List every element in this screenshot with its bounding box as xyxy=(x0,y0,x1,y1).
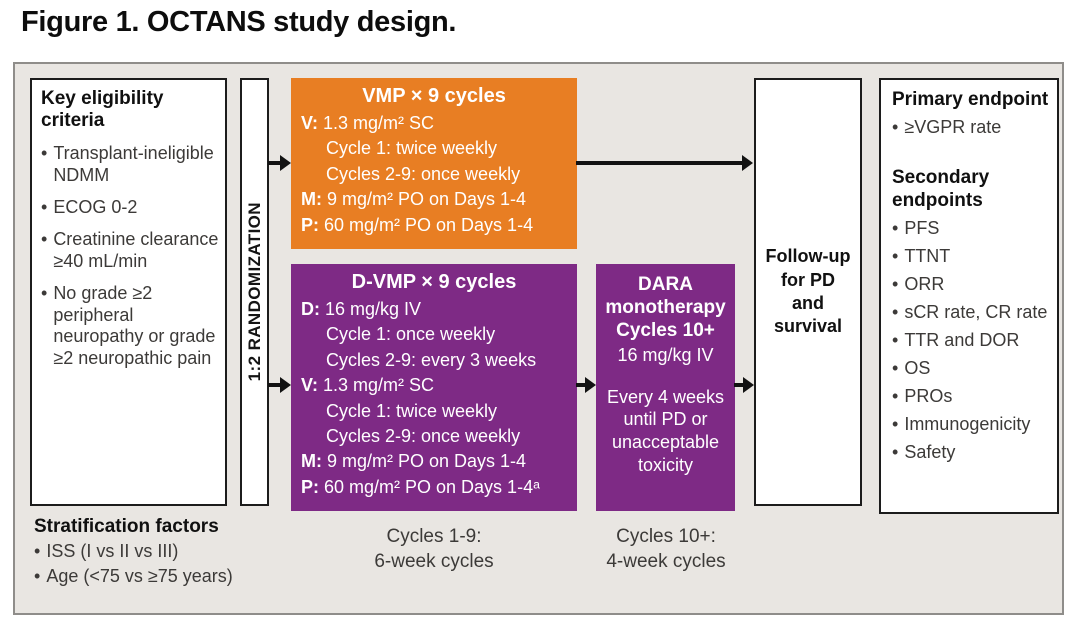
dose-text: 60 mg/m² PO on Days 1-4 xyxy=(324,214,534,235)
dose-line: D: 16 mg/kg IV xyxy=(301,297,567,322)
dose-line: Cycles 2-9: once weekly xyxy=(301,162,567,187)
drug-letter: M: xyxy=(301,451,322,472)
dose-text: Cycles 2-9: once weekly xyxy=(326,425,521,446)
dose-text: 16 mg/kg IV xyxy=(325,299,422,319)
dose-text: Cycle 1: once weekly xyxy=(326,324,496,345)
cycles-10-line2: 4-week cycles xyxy=(606,551,726,573)
drug-letter: P: xyxy=(301,476,319,497)
dose-text: 1.3 mg/m² SC xyxy=(323,113,435,133)
bullet-text: OS xyxy=(904,357,931,378)
endpoint-bullet: Immunogenicity xyxy=(892,414,1053,436)
endpoint-bullet: ≥VGPR rate xyxy=(892,117,1053,139)
cycles-1-9-line1: Cycles 1-9: xyxy=(386,526,482,547)
diagram-frame: Key eligibility criteria Transplant-inel… xyxy=(13,62,1064,615)
cycles-10-line1: Cycles 10+: xyxy=(616,526,716,547)
dose-line: Cycle 1: twice weekly xyxy=(301,399,567,424)
dara-schedule: Every 4 weeks until PD or unacceptable t… xyxy=(606,386,725,475)
dose-text: 9 mg/m² PO on Days 1-4 xyxy=(327,189,527,210)
secondary-endpoints-heading: Secondary endpoints xyxy=(892,167,990,211)
eligibility-bullet: Transplant-ineligible NDMM xyxy=(41,143,221,187)
dose-line: Cycles 2-9: once weekly xyxy=(301,424,567,449)
endpoint-bullet: OS xyxy=(892,358,1053,380)
dvmp-arm-title: D-VMP × 9 cycles xyxy=(351,271,517,293)
endpoint-bullet: sCR rate, CR rate xyxy=(892,302,1053,324)
endpoint-bullet: PROs xyxy=(892,386,1053,408)
stratification-factors: Stratification factors ISS (I vs II vs I… xyxy=(34,516,290,588)
dose-line: Cycles 2-9: every 3 weeks xyxy=(301,348,567,373)
stratification-bullet: ISS (I vs II vs III) xyxy=(34,541,290,563)
dvmp-arm-box: D-VMP × 9 cycles D: 16 mg/kg IV Cycle 1: … xyxy=(291,264,577,511)
dara-monotherapy-box: DARA monotherapy Cycles 10+ 16 mg/kg IV … xyxy=(596,264,735,511)
followup-label: Follow-up for PD and survival xyxy=(765,246,851,337)
eligibility-bullet: No grade ≥2 peripheral neuropathy or gra… xyxy=(41,283,221,371)
arrow-randomization-to-vmp xyxy=(268,155,291,171)
randomization-label: 1:2 RANDOMIZATION xyxy=(244,202,264,382)
bullet-text: PFS xyxy=(904,218,940,239)
dara-dose: 16 mg/kg IV xyxy=(617,344,714,365)
bullet-text: No grade ≥2 peripheral neuropathy or gra… xyxy=(53,282,216,369)
dose-line: M: 9 mg/m² PO on Days 1-4 xyxy=(301,187,567,212)
dara-title: DARA monotherapy Cycles 10+ xyxy=(605,274,726,342)
bullet-text: PROs xyxy=(904,385,953,406)
dose-line: P: 60 mg/m² PO on Days 1-4 xyxy=(301,213,567,238)
bullet-text: Immunogenicity xyxy=(904,413,1031,434)
vmp-arm-title: VMP × 9 cycles xyxy=(362,85,506,107)
stratification-bullet: Age (<75 vs ≥75 years) xyxy=(34,566,290,588)
dose-line: V: 1.3 mg/m² SC xyxy=(301,373,567,398)
bullet-text: TTR and DOR xyxy=(904,329,1020,350)
drug-letter: M: xyxy=(301,189,322,210)
bullet-text: ORR xyxy=(904,274,945,295)
cycles-1-9-line2: 6-week cycles xyxy=(374,551,494,573)
dose-line: M: 9 mg/m² PO on Days 1-4 xyxy=(301,449,567,474)
bullet-text: Age (<75 vs ≥75 years) xyxy=(46,566,233,587)
dose-text: 60 mg/m² PO on Days 1-4ᵃ xyxy=(324,476,540,497)
primary-endpoint-heading: Primary endpoint xyxy=(892,89,1049,110)
vmp-arm-box: VMP × 9 cycles V: 1.3 mg/m² SC Cycle 1: t… xyxy=(291,78,577,249)
arrow-randomization-to-dvmp xyxy=(268,377,291,393)
dose-line: Cycle 1: once weekly xyxy=(301,322,567,347)
drug-letter: V: xyxy=(301,113,319,133)
endpoint-bullet: ORR xyxy=(892,274,1053,296)
dose-text: 9 mg/m² PO on Days 1-4 xyxy=(327,451,527,472)
drug-letter: V: xyxy=(301,375,319,396)
endpoint-bullet: TTR and DOR xyxy=(892,330,1053,352)
figure-title: Figure 1. OCTANS study design. xyxy=(21,6,457,38)
bullet-text: TTNT xyxy=(904,246,951,267)
eligibility-heading: Key eligibility criteria xyxy=(41,88,164,132)
endpoint-bullet: Safety xyxy=(892,442,1053,464)
followup-box: Follow-up for PD and survival xyxy=(754,78,862,506)
bullet-text: sCR rate, CR rate xyxy=(904,302,1048,323)
cycles-10-note: Cycles 10+: 4-week cycles xyxy=(581,524,751,574)
eligibility-bullet: ECOG 0-2 xyxy=(41,197,221,219)
eligibility-box: Key eligibility criteria Transplant-inel… xyxy=(30,78,227,506)
bullet-text: ECOG 0-2 xyxy=(53,196,138,217)
cycles-1-9-note: Cycles 1-9: 6-week cycles xyxy=(291,524,577,574)
bullet-text: ≥VGPR rate xyxy=(904,117,1002,138)
drug-letter: D: xyxy=(301,299,320,319)
dose-text: Cycles 2-9: every 3 weeks xyxy=(326,349,537,370)
dose-line: Cycle 1: twice weekly xyxy=(301,136,567,161)
bullet-text: Creatinine clearance ≥40 mL/min xyxy=(53,228,219,271)
endpoint-bullet: PFS xyxy=(892,218,1053,240)
arrow-vmp-to-followup xyxy=(576,155,753,171)
bullet-text: Transplant-ineligible NDMM xyxy=(53,142,214,185)
dose-line: V: 1.3 mg/m² SC xyxy=(301,111,567,136)
endpoint-bullet: TTNT xyxy=(892,246,1053,268)
eligibility-bullet: Creatinine clearance ≥40 mL/min xyxy=(41,229,221,273)
dose-text: 1.3 mg/m² SC xyxy=(323,375,435,396)
dose-text: Cycle 1: twice weekly xyxy=(326,400,498,421)
endpoints-box: Primary endpoint ≥VGPR rate Secondary en… xyxy=(879,78,1059,514)
dose-text: Cycles 2-9: once weekly xyxy=(326,163,521,184)
drug-letter: P: xyxy=(301,214,319,235)
dose-text: Cycle 1: twice weekly xyxy=(326,138,498,159)
dose-line: P: 60 mg/m² PO on Days 1-4ᵃ xyxy=(301,475,567,500)
bullet-text: ISS (I vs II vs III) xyxy=(46,541,179,562)
randomization-bar: 1:2 RANDOMIZATION xyxy=(240,78,269,506)
arrow-dara-to-followup xyxy=(734,377,754,393)
stratification-heading: Stratification factors xyxy=(34,516,219,537)
spacer xyxy=(892,139,1053,167)
bullet-text: Safety xyxy=(904,441,956,462)
arrow-dvmp-to-dara xyxy=(576,377,596,393)
